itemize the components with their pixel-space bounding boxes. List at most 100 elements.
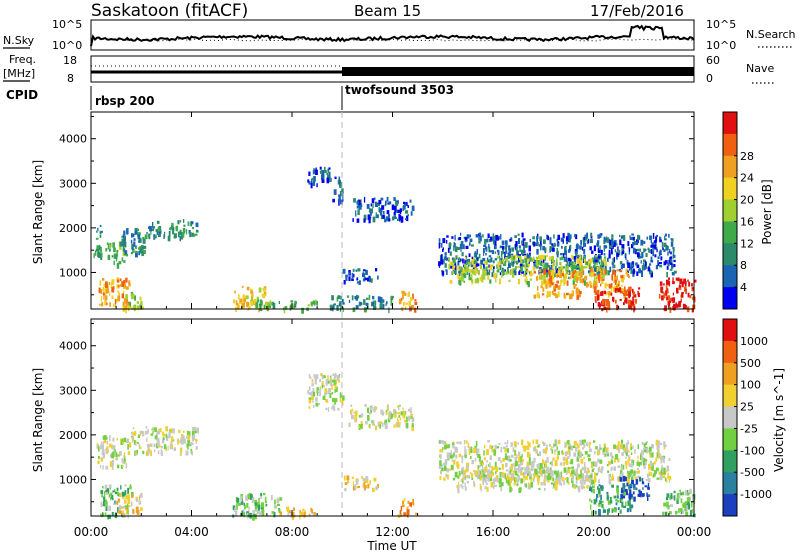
data-cell (263, 304, 266, 310)
data-cell (121, 281, 125, 287)
data-cell (616, 269, 620, 272)
data-cell (451, 236, 454, 239)
data-cell (544, 487, 546, 491)
data-cell (377, 275, 379, 280)
data-cell (522, 253, 524, 256)
data-cell (551, 259, 553, 265)
data-cell (397, 218, 400, 221)
data-cell (440, 242, 443, 248)
data-cell (577, 451, 580, 457)
data-cell (549, 275, 553, 282)
data-cell (565, 460, 569, 465)
data-cell (351, 272, 354, 279)
data-cell (394, 205, 397, 210)
data-cell (119, 284, 122, 287)
data-cell (534, 468, 536, 474)
data-cell (629, 235, 631, 239)
data-cell (553, 288, 556, 292)
colorbar-segment (723, 287, 737, 310)
data-cell (600, 256, 602, 263)
data-cell (453, 459, 456, 465)
data-cell (630, 495, 634, 500)
data-cell (528, 482, 530, 488)
data-cell (533, 256, 535, 261)
data-cell (607, 299, 609, 303)
data-cell (684, 286, 687, 292)
data-cell (665, 284, 668, 290)
data-cell (665, 497, 669, 501)
data-cell (656, 477, 660, 480)
data-cell (593, 477, 597, 483)
data-cell (308, 181, 311, 185)
freq-label-line1: Freq. (9, 53, 36, 66)
data-cell (130, 239, 133, 244)
data-cell (684, 501, 688, 505)
data-cell (467, 258, 470, 261)
data-cell (367, 483, 370, 489)
data-cell (551, 470, 554, 477)
data-cell (468, 253, 471, 257)
data-cell (488, 246, 491, 253)
data-cell (338, 201, 340, 206)
colorbar-segment (723, 362, 737, 386)
data-cell (523, 447, 527, 452)
data-cell (410, 297, 413, 301)
data-cell (529, 257, 532, 262)
data-cell (311, 178, 313, 184)
data-cell (588, 444, 591, 449)
power-colorbar-label: Power [dB] (760, 179, 774, 244)
data-cell (196, 427, 199, 434)
data-cell (607, 500, 611, 505)
data-cell (606, 237, 610, 243)
data-cell (525, 471, 529, 474)
data-cell (120, 440, 123, 445)
data-cell (599, 264, 602, 271)
data-cell (286, 506, 289, 512)
data-cell (483, 263, 485, 270)
data-cell (446, 235, 449, 238)
data-cell (533, 263, 536, 269)
data-cell (657, 259, 659, 266)
data-cell (109, 461, 113, 467)
data-cell (129, 486, 132, 490)
data-cell (290, 300, 294, 303)
data-cell (468, 269, 472, 273)
data-cell (500, 474, 504, 478)
data-cell (598, 303, 601, 309)
data-cell (490, 257, 493, 263)
data-cell (581, 485, 585, 488)
data-cell (512, 268, 515, 271)
data-cell (355, 269, 358, 272)
data-cell (583, 248, 586, 254)
data-cell (608, 249, 611, 255)
colorbar-segment (723, 319, 737, 342)
data-cell (412, 498, 414, 504)
data-cell (501, 463, 504, 470)
data-cell (472, 261, 476, 266)
data-patch (447, 254, 608, 288)
data-cell (122, 239, 125, 243)
data-cell (462, 477, 464, 481)
data-cell (562, 270, 564, 274)
data-cell (619, 261, 623, 265)
data-cell (590, 232, 593, 237)
data-cell (673, 304, 676, 311)
data-cell (463, 475, 465, 480)
data-cell (102, 435, 105, 440)
data-cell (116, 456, 118, 461)
data-cell (620, 278, 624, 283)
data-cell (111, 279, 115, 285)
data-cell (489, 455, 492, 461)
data-cell (333, 303, 336, 306)
data-cell (608, 479, 612, 485)
data-cell (613, 257, 615, 263)
data-cell (397, 412, 400, 415)
data-cell (142, 238, 146, 244)
data-cell (630, 469, 633, 474)
data-cell (473, 470, 475, 472)
data-cell (360, 413, 364, 418)
data-cell (628, 470, 632, 476)
data-cell (393, 424, 396, 428)
data-cell (170, 444, 173, 449)
data-cell (328, 388, 332, 393)
